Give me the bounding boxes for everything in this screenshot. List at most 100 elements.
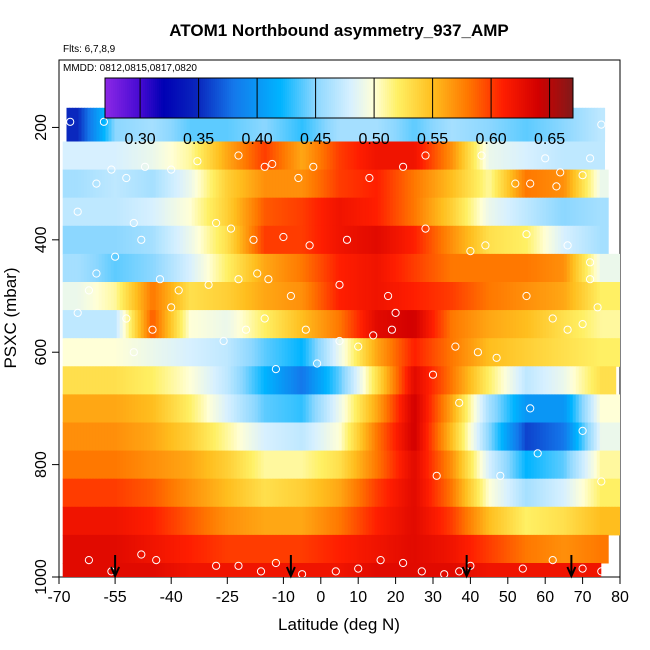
heat-cell	[110, 310, 115, 339]
heat-cell	[338, 563, 343, 577]
heat-cell	[233, 366, 238, 395]
heat-cell	[410, 534, 415, 564]
heat-cell	[512, 366, 517, 395]
heat-cell	[554, 506, 559, 536]
heat-cell	[221, 534, 226, 564]
heat-cell	[350, 225, 355, 255]
colorbar-segment	[113, 78, 116, 118]
observation-marker	[451, 342, 460, 351]
heat-cell	[521, 282, 526, 311]
heat-cell	[452, 394, 457, 423]
heat-cell	[350, 366, 355, 395]
heat-cell	[248, 310, 253, 339]
heat-cell	[212, 506, 217, 536]
heat-cell	[218, 225, 223, 255]
heat-cell	[548, 338, 553, 367]
heat-cell	[456, 107, 461, 142]
heat-cell	[308, 422, 313, 452]
heat-cell	[240, 107, 245, 142]
heat-cell	[419, 450, 424, 480]
heat-cell	[83, 225, 88, 255]
colorbar-segment	[211, 78, 214, 118]
heat-cell	[470, 310, 475, 339]
heat-cell	[233, 478, 238, 508]
heat-cell	[593, 506, 598, 536]
heat-cell	[593, 253, 598, 283]
heat-cell	[89, 506, 94, 536]
heat-cell	[581, 478, 586, 508]
heat-cell	[575, 478, 580, 508]
heat-cell	[84, 107, 89, 142]
heat-cell	[164, 422, 169, 452]
colorbar-segment	[207, 78, 210, 118]
heat-cell	[425, 563, 430, 577]
x-tick-label: -10	[272, 589, 295, 606]
heat-cell	[173, 422, 178, 452]
heat-cell	[437, 478, 442, 508]
heat-cell	[83, 197, 88, 227]
heat-cell	[555, 107, 560, 142]
heat-cell	[548, 282, 553, 311]
heat-cell	[362, 141, 367, 171]
heat-cell	[329, 394, 334, 423]
heat-cell	[476, 197, 481, 227]
heat-cell	[356, 478, 361, 508]
heat-cell	[203, 338, 208, 367]
heat-cell	[278, 338, 283, 367]
heat-cell	[233, 338, 238, 367]
heat-cell	[398, 253, 403, 283]
heat-cell	[419, 282, 424, 311]
heat-cell	[422, 338, 427, 367]
heat-cell	[512, 225, 517, 255]
heat-cell	[380, 338, 385, 367]
heat-cell	[119, 563, 124, 577]
heat-cell	[443, 253, 448, 283]
colorbar-segment	[323, 78, 326, 118]
heat-cell	[584, 141, 589, 171]
observation-marker	[279, 232, 288, 242]
heat-cell	[605, 534, 609, 564]
heat-cell	[419, 310, 424, 339]
heat-cell	[399, 107, 404, 142]
heat-cell	[68, 366, 73, 395]
heat-cell	[509, 366, 514, 395]
heat-cell	[497, 253, 502, 283]
heat-cell	[239, 563, 244, 577]
heat-cell	[383, 506, 388, 536]
chart-title: ATOM1 Northbound asymmetry_937_AMP	[169, 21, 508, 40]
heat-cell	[464, 534, 469, 564]
colorbar-segment	[161, 78, 164, 118]
heat-cell	[230, 197, 235, 227]
heat-cell	[302, 253, 307, 283]
colorbar-segment	[453, 78, 456, 118]
heat-cell	[131, 478, 136, 508]
heat-cell	[275, 141, 280, 171]
heat-cell	[281, 282, 286, 311]
heat-cell	[437, 225, 442, 255]
heat-cell	[389, 169, 394, 199]
heat-cell	[431, 310, 436, 339]
heat-cell	[98, 169, 103, 199]
heat-cell	[548, 310, 553, 339]
observation-marker	[249, 235, 258, 244]
heat-cell	[146, 366, 151, 395]
heat-cell	[476, 506, 481, 536]
heat-cell	[347, 394, 352, 423]
heat-cell	[389, 141, 394, 171]
heat-cell	[488, 338, 493, 367]
heat-cell	[98, 310, 103, 339]
heat-cell	[92, 563, 97, 577]
heat-cell	[422, 450, 427, 480]
colorbar-segment	[233, 78, 236, 118]
colorbar-segment	[491, 78, 494, 118]
heat-cell	[267, 107, 272, 142]
heat-cell	[440, 338, 445, 367]
heat-cell	[485, 197, 490, 227]
heat-cell	[188, 394, 193, 423]
heat-cell	[173, 450, 178, 480]
observation-marker	[417, 567, 426, 576]
heat-cell	[209, 141, 214, 171]
observation-marker	[204, 280, 213, 289]
heat-cell	[587, 310, 592, 339]
heat-cell	[500, 422, 505, 452]
